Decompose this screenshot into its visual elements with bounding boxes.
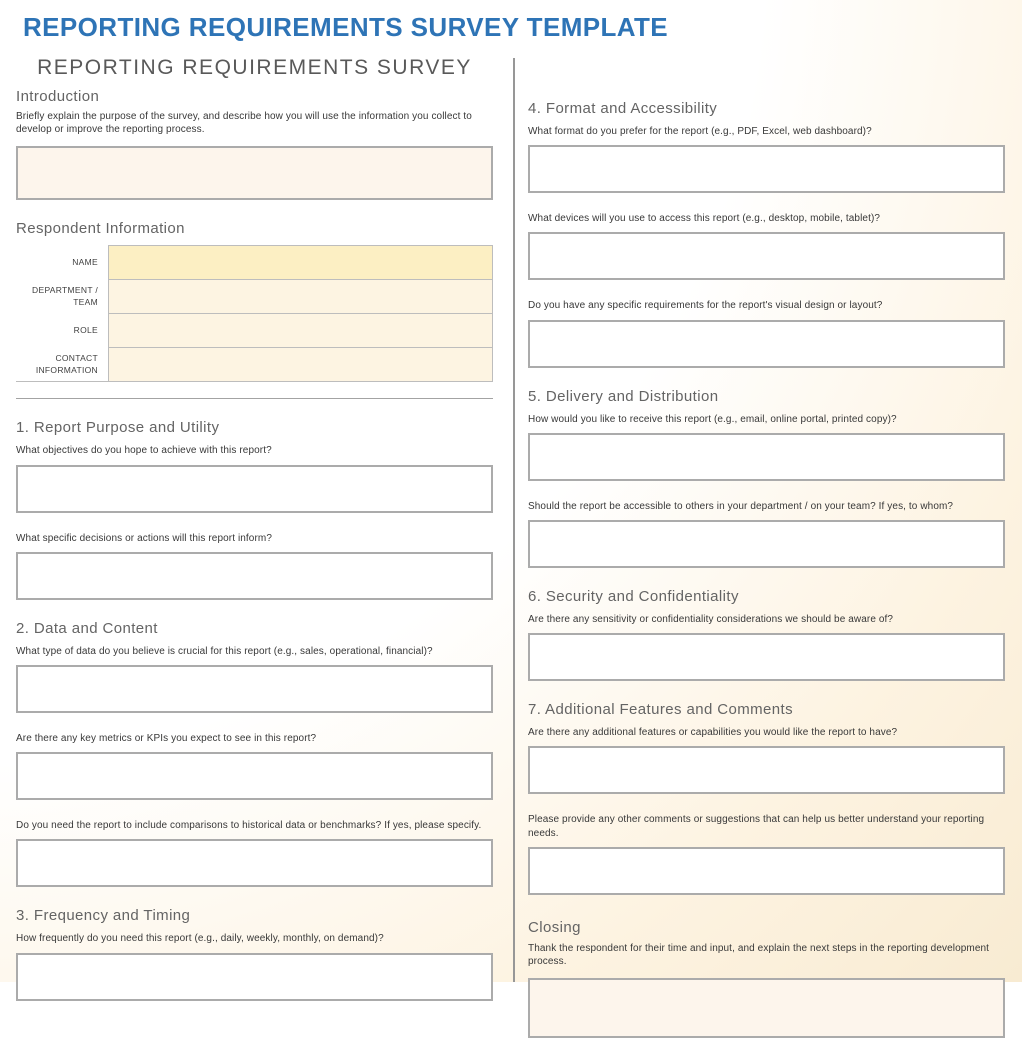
answer-box[interactable] <box>16 664 493 713</box>
section-heading: 1. Report Purpose and Utility <box>16 419 220 437</box>
role-label: ROLE <box>73 325 98 336</box>
respondent-table: NAME DEPARTMENT / TEAM ROLE CONTACT INFO… <box>16 245 493 383</box>
table-row: CONTACT INFORMATION <box>16 347 493 382</box>
section-heading: 6. Security and Confidentiality <box>528 587 739 605</box>
answer-box[interactable] <box>16 952 493 1001</box>
page-title: REPORTING REQUIREMENTS SURVEY TEMPLATE <box>23 12 669 42</box>
section-report-purpose: 1. Report Purpose and Utility What objec… <box>16 419 493 600</box>
answer-box[interactable] <box>528 319 1005 368</box>
question-label: Are there any additional features or cap… <box>528 727 898 739</box>
answer-box[interactable] <box>528 633 1005 682</box>
answer-box[interactable] <box>528 746 1005 795</box>
answer-box[interactable] <box>528 232 1005 281</box>
table-row: DEPARTMENT / TEAM <box>16 279 493 314</box>
section-heading: 4. Format and Accessibility <box>528 100 718 117</box>
question-label: How would you like to receive this repor… <box>528 413 897 425</box>
name-label: NAME <box>72 257 98 268</box>
closing-heading: Closing <box>528 918 581 936</box>
section-format-and-accessibility: 4. Format and Accessibility What format … <box>528 100 1005 368</box>
question-label: Do you have any specific requirements fo… <box>528 300 883 312</box>
question-label: Are there any key metrics or KPIs you ex… <box>16 732 317 744</box>
question-label: What type of data do you believe is cruc… <box>16 645 433 657</box>
answer-box[interactable] <box>528 846 1005 895</box>
name-input[interactable] <box>108 245 493 280</box>
question-label: Should the report be accessible to other… <box>528 500 954 512</box>
question-label: How frequently do you need this report (… <box>16 933 384 945</box>
answer-box[interactable] <box>528 145 1005 194</box>
closing-answer-box[interactable] <box>528 978 1005 1038</box>
intro-answer-box[interactable] <box>16 146 493 201</box>
section-data-and-content: 2. Data and Content What type of data do… <box>16 620 493 888</box>
question-label: Are there any sensitivity or confidentia… <box>528 613 894 625</box>
department-team-label: DEPARTMENT / TEAM <box>32 285 98 308</box>
intro-heading: Introduction <box>16 88 100 105</box>
section-heading: 3. Frequency and Timing <box>16 907 191 925</box>
section-frequency-and-timing: 3. Frequency and Timing How frequently d… <box>16 907 493 1001</box>
page-subtitle: REPORTING REQUIREMENTS SURVEY <box>37 56 472 79</box>
question-label: What devices will you use to access this… <box>528 213 881 225</box>
section-additional-features-and-comments: 7. Additional Features and Comments Are … <box>528 701 1005 895</box>
answer-box[interactable] <box>16 839 493 888</box>
section-rule <box>16 398 493 400</box>
question-label: What objectives do you hope to achieve w… <box>16 445 272 457</box>
section-delivery-and-distribution: 5. Delivery and Distribution How would y… <box>528 388 1005 568</box>
respondent-heading: Respondent Information <box>16 220 185 238</box>
role-input[interactable] <box>108 313 493 348</box>
intro-description: Briefly explain the purpose of the surve… <box>16 111 472 136</box>
question-label: What specific decisions or actions will … <box>16 532 272 544</box>
section-heading: 2. Data and Content <box>16 619 158 637</box>
answer-box[interactable] <box>528 432 1005 481</box>
question-label: Please provide any other comments or sug… <box>528 814 985 839</box>
section-security-and-confidentiality: 6. Security and Confidentiality Are ther… <box>528 587 1005 682</box>
table-row: ROLE <box>16 313 493 348</box>
section-heading: 5. Delivery and Distribution <box>528 387 719 405</box>
answer-box[interactable] <box>16 551 493 600</box>
question-label: What format do you prefer for the report… <box>528 126 872 137</box>
question-label: Do you need the report to include compar… <box>16 820 482 832</box>
left-column: REPORTING REQUIREMENTS SURVEY Introducti… <box>16 56 493 1001</box>
section-closing: Closing Thank the respondent for their t… <box>528 919 1005 1038</box>
answer-box[interactable] <box>528 519 1005 568</box>
contact-information-label: CONTACT INFORMATION <box>35 353 98 376</box>
right-column: 4. Format and Accessibility What format … <box>528 80 1005 1038</box>
table-row: NAME <box>16 245 493 280</box>
contact-information-input[interactable] <box>108 347 493 382</box>
section-heading: 7. Additional Features and Comments <box>528 701 793 719</box>
answer-box[interactable] <box>16 464 493 513</box>
column-divider <box>513 58 515 982</box>
department-team-input[interactable] <box>108 279 493 314</box>
closing-description: Thank the respondent for their time and … <box>528 942 990 967</box>
answer-box[interactable] <box>16 752 493 801</box>
